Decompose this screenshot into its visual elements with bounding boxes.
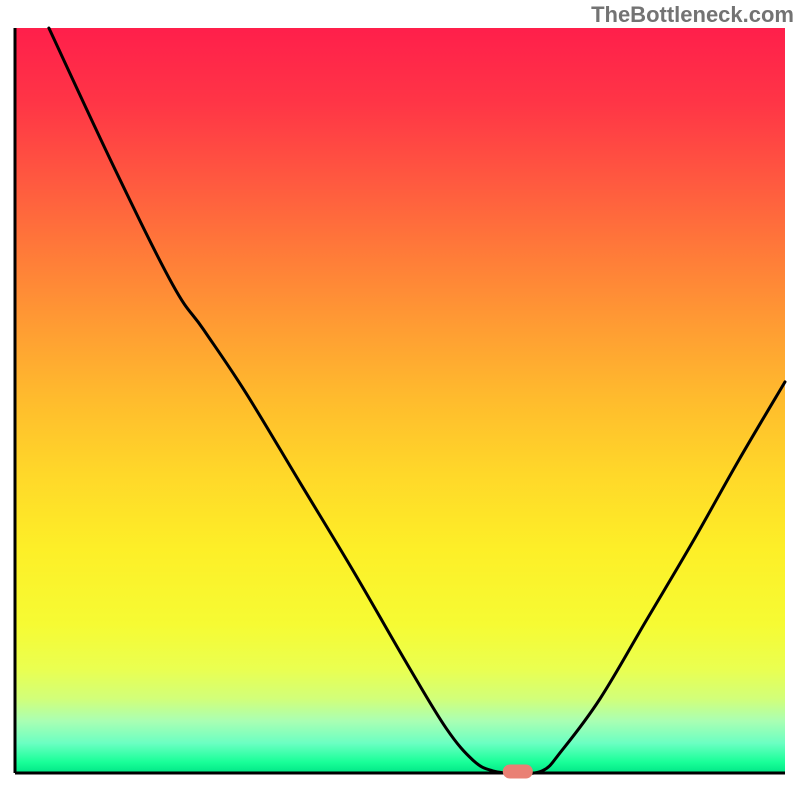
bottleneck-curve-chart (0, 0, 800, 800)
chart-container: TheBottleneck.com (0, 0, 800, 800)
optimum-marker (503, 765, 533, 779)
watermark-text: TheBottleneck.com (591, 2, 794, 28)
plot-background (15, 28, 785, 773)
